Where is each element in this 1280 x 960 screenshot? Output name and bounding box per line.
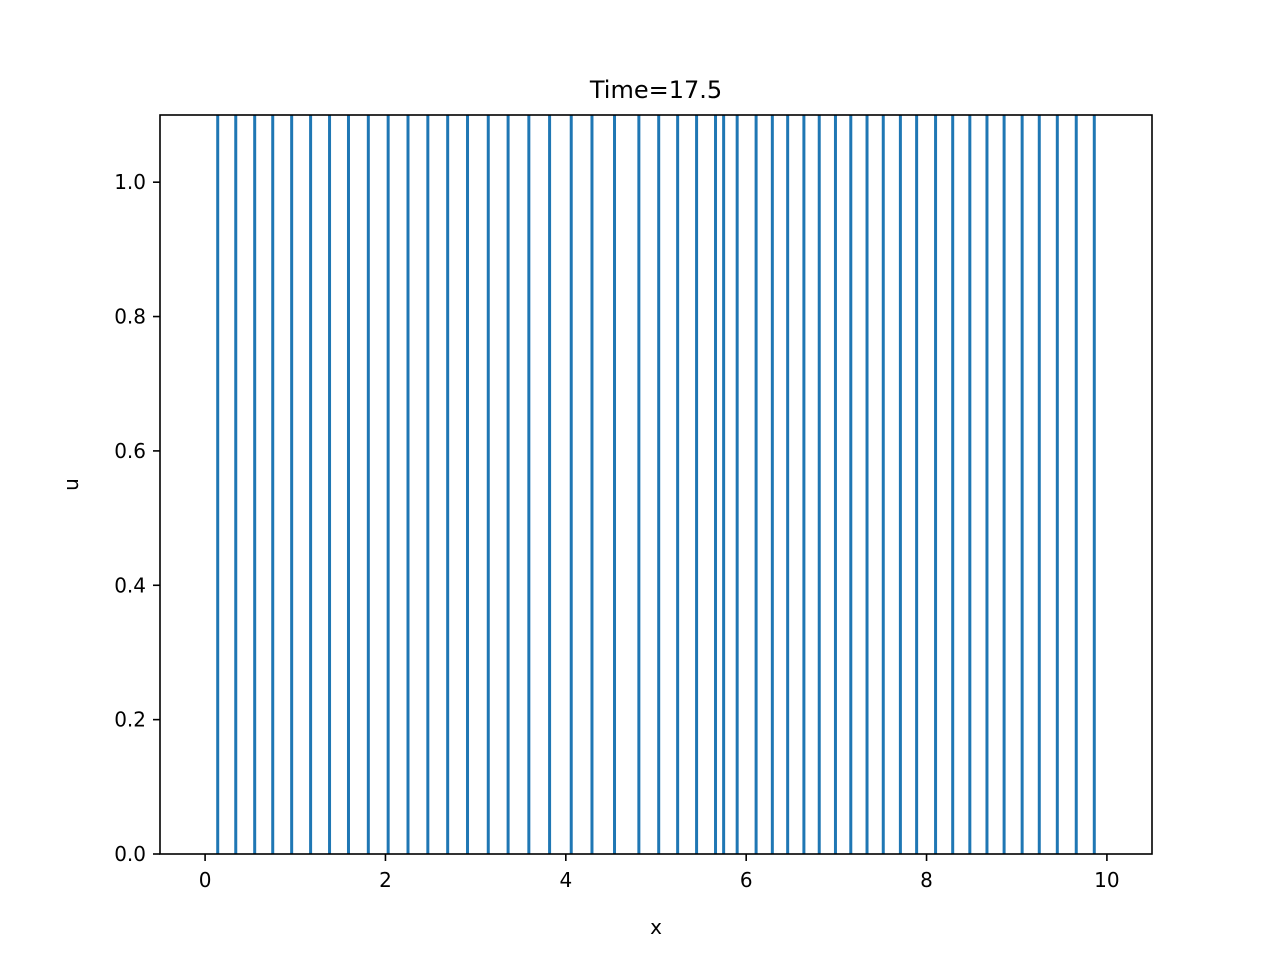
y-tick-label: 0.4 [114, 573, 146, 597]
y-tick-label: 1.0 [114, 170, 146, 194]
spike-series [216, 115, 1096, 854]
y-tick-label: 0.6 [114, 439, 146, 463]
x-tick-label: 2 [379, 868, 392, 892]
y-tick-label: 0.8 [114, 305, 146, 329]
x-tick-label: 4 [559, 868, 572, 892]
x-axis-label: x [650, 915, 662, 939]
y-axis-label: u [59, 478, 83, 491]
x-tick-label: 10 [1094, 868, 1119, 892]
plot-frame [159, 114, 1153, 855]
y-tick-label: 0.0 [114, 842, 146, 866]
x-tick-label: 0 [199, 868, 212, 892]
x-tick-label: 8 [920, 868, 933, 892]
x-tick-label: 6 [740, 868, 753, 892]
y-axis-ticks: 0.0 0.2 0.4 0.6 0.8 1.0 [114, 170, 160, 866]
chart-title: Time=17.5 [589, 76, 722, 104]
y-tick-label: 0.2 [114, 708, 146, 732]
x-axis-ticks: 0 2 4 6 8 10 [199, 854, 1120, 892]
